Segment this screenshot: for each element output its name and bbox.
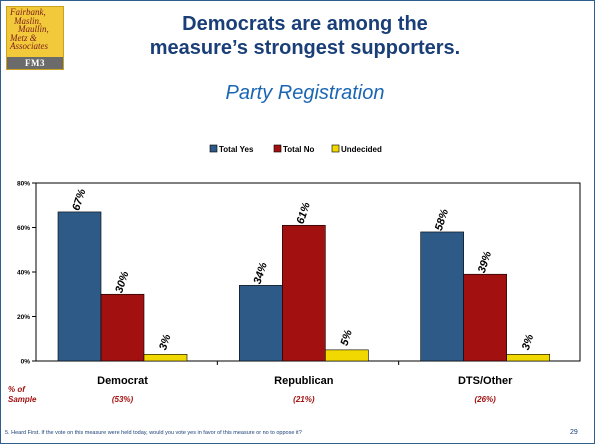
slide-title-line2: measure’s strongest supporters. <box>149 37 461 59</box>
legend-label: Total Yes <box>219 145 254 154</box>
bar-total-yes <box>420 231 464 362</box>
logo-line: Maslin, <box>14 15 42 26</box>
footnote: 5. Heard First. If the vote on this meas… <box>5 430 302 436</box>
logo-text: Fairbank, Maslin, Maullin, Metz & Associ… <box>10 8 62 51</box>
logo-abbr: FM3 <box>7 57 63 69</box>
y-tick-label: 80% <box>17 181 30 188</box>
bar-total-no <box>282 224 326 362</box>
y-tick-label: 60% <box>17 225 30 232</box>
legend-label: Undecided <box>341 145 382 154</box>
y-tick-label: 0% <box>21 359 31 366</box>
legend-swatch <box>273 144 282 153</box>
y-tick-label: 20% <box>17 314 30 321</box>
slide-subtitle: Party Registration <box>225 82 385 104</box>
logo-line: Maullin, <box>18 24 49 34</box>
category-label: Republican <box>274 375 334 387</box>
bar-total-yes <box>239 285 283 362</box>
legend-swatch <box>209 144 218 153</box>
sample-label: % of <box>8 385 26 394</box>
bar-total-yes <box>57 211 102 362</box>
category-label: DTS/Other <box>458 375 513 387</box>
logo-line: Associates <box>10 41 48 51</box>
slide-title-line1: Democrats are among the <box>182 13 428 35</box>
bar-total-no <box>100 293 145 362</box>
slide-title: Democrats are among the measure’s strong… <box>90 12 520 60</box>
fm3-logo: Fairbank, Maslin, Maullin, Metz & Associ… <box>6 6 64 70</box>
bar-total-no <box>463 273 507 362</box>
logo-line: Fairbank, <box>10 7 46 17</box>
category-sample: (21%) <box>293 395 315 404</box>
page-number: 29 <box>570 429 578 436</box>
data-label: 5% <box>339 328 355 347</box>
data-label: 3% <box>157 333 173 352</box>
data-label: 3% <box>520 333 536 352</box>
logo-line: Metz & <box>10 32 37 43</box>
bar-undecided <box>143 354 188 362</box>
category-label: Democrat <box>97 375 148 387</box>
y-tick-label: 40% <box>17 270 30 277</box>
legend-swatch <box>331 144 340 153</box>
category-sample: (26%) <box>474 395 496 404</box>
category-sample: (53%) <box>112 395 134 404</box>
bar-undecided <box>506 354 550 362</box>
sample-label: Sample <box>8 395 37 404</box>
bar-undecided <box>325 349 369 362</box>
legend-label: Total No <box>283 145 315 154</box>
